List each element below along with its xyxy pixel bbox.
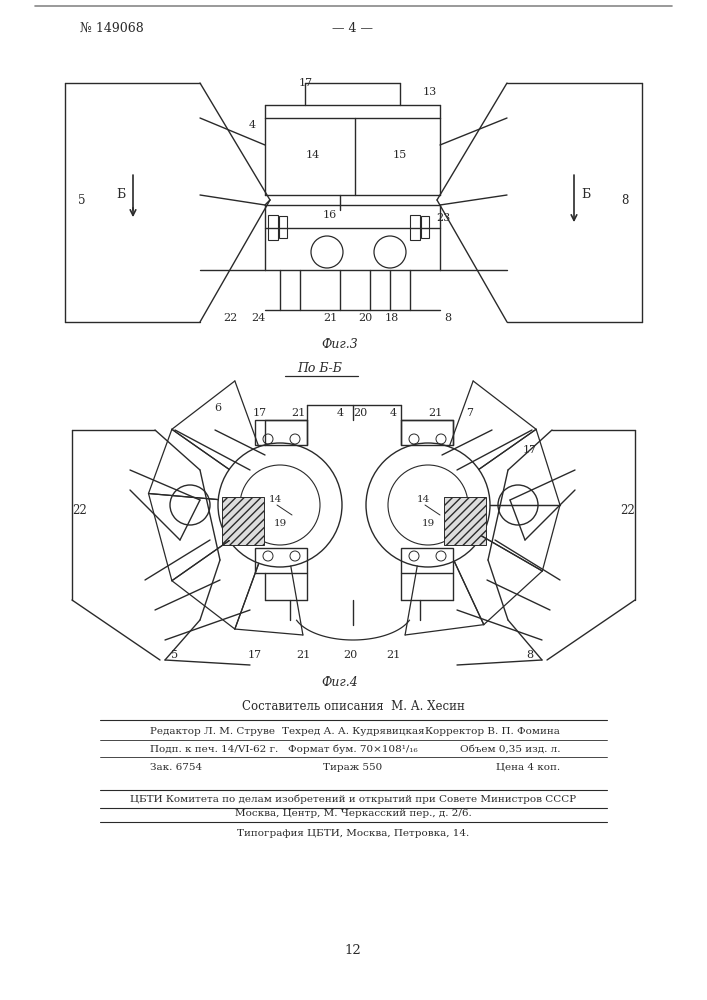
Text: 5: 5 (171, 650, 179, 660)
Text: 8: 8 (445, 313, 452, 323)
Text: Объем 0,35 изд. л.: Объем 0,35 изд. л. (460, 744, 560, 754)
Text: Фиг.4: Фиг.4 (322, 676, 358, 688)
Text: 24: 24 (251, 313, 265, 323)
Text: 8: 8 (621, 194, 629, 207)
Text: Техред А. А. Кудрявицкая: Техред А. А. Кудрявицкая (281, 726, 424, 736)
Text: Формат бум. 70×108¹/₁₆: Формат бум. 70×108¹/₁₆ (288, 744, 418, 754)
Text: Цена 4 коп.: Цена 4 коп. (496, 762, 560, 772)
Bar (444, 497, 486, 545)
Text: 18: 18 (385, 313, 399, 323)
Text: 12: 12 (344, 944, 361, 956)
Bar (255, 548, 307, 573)
Text: 20: 20 (358, 313, 372, 323)
Text: Тираж 550: Тираж 550 (323, 762, 382, 772)
Text: 17: 17 (299, 78, 313, 88)
Text: 13: 13 (423, 87, 437, 97)
Bar (279, 216, 287, 238)
Text: Б: Б (117, 188, 126, 202)
Text: 20: 20 (343, 650, 357, 660)
Text: 7: 7 (467, 408, 474, 418)
Text: 14: 14 (269, 495, 281, 504)
Text: Типография ЦБТИ, Москва, Петровка, 14.: Типография ЦБТИ, Москва, Петровка, 14. (237, 830, 469, 838)
Text: 14: 14 (306, 150, 320, 160)
Bar (401, 548, 453, 573)
Text: 20: 20 (353, 408, 367, 418)
Text: Б: Б (581, 188, 590, 202)
Text: 15: 15 (393, 150, 407, 160)
Bar (255, 420, 307, 445)
Text: 17: 17 (253, 408, 267, 418)
Text: ЦБТИ Комитета по делам изобретений и открытий при Совете Министров СССР: ЦБТИ Комитета по делам изобретений и отк… (130, 794, 576, 804)
Bar (410, 215, 420, 240)
Text: 22: 22 (621, 504, 636, 516)
Text: 17: 17 (523, 445, 537, 455)
Text: — 4 —: — 4 — (332, 21, 373, 34)
Text: 5: 5 (78, 194, 86, 207)
Bar (401, 420, 453, 445)
Text: По Б-Б: По Б-Б (298, 361, 342, 374)
Text: 8: 8 (527, 650, 534, 660)
Text: 21: 21 (291, 408, 305, 418)
Text: 4: 4 (248, 120, 255, 130)
Text: Зак. 6754: Зак. 6754 (150, 762, 202, 772)
Text: Корректор В. П. Фомина: Корректор В. П. Фомина (425, 726, 560, 736)
Bar (421, 216, 429, 238)
Text: Фиг.3: Фиг.3 (322, 338, 358, 352)
Text: 6: 6 (214, 403, 221, 413)
Bar (222, 497, 264, 545)
Text: 22: 22 (223, 313, 237, 323)
Text: 19: 19 (421, 518, 435, 528)
Text: 23: 23 (436, 213, 450, 223)
Text: 16: 16 (323, 210, 337, 220)
Text: 4: 4 (337, 408, 344, 418)
Text: Подп. к печ. 14/VI-62 г.: Подп. к печ. 14/VI-62 г. (150, 744, 279, 754)
Text: № 149068: № 149068 (80, 21, 144, 34)
Text: Составитель описания  М. А. Хесин: Составитель описания М. А. Хесин (242, 700, 464, 712)
Text: 21: 21 (323, 313, 337, 323)
Bar (268, 215, 278, 240)
Text: 4: 4 (390, 408, 397, 418)
Text: Москва, Центр, М. Черкасский пер., д. 2/6.: Москва, Центр, М. Черкасский пер., д. 2/… (235, 808, 472, 818)
Text: 17: 17 (248, 650, 262, 660)
Text: 21: 21 (296, 650, 310, 660)
Text: 14: 14 (416, 495, 430, 504)
Text: 21: 21 (428, 408, 442, 418)
Text: Редактор Л. М. Струве: Редактор Л. М. Струве (150, 726, 275, 736)
Text: 19: 19 (274, 518, 286, 528)
Text: 22: 22 (73, 504, 88, 516)
Text: 21: 21 (386, 650, 400, 660)
